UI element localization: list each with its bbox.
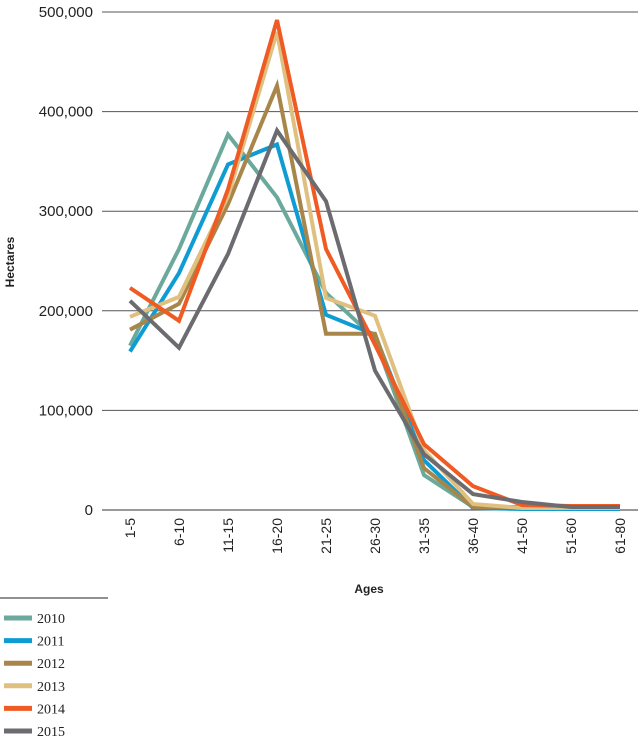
series-lines	[128, 19, 620, 511]
series-line-2010	[128, 130, 620, 511]
y-tick-label: 0	[85, 502, 93, 519]
y-axis-ticks: 0 100,000 200,000 300,000 400,000 500,000	[39, 4, 93, 519]
series-line-2015	[128, 126, 620, 509]
legend-label: 2013	[37, 680, 65, 695]
legend-item: 2014	[4, 702, 65, 717]
x-tick-label: 21-25	[318, 518, 334, 554]
y-tick-label: 200,000	[39, 303, 93, 320]
series-line-2011	[128, 141, 620, 511]
legend-label: 2011	[37, 635, 64, 650]
y-tick-label: 300,000	[39, 203, 93, 220]
x-tick-label: 26-30	[367, 518, 383, 554]
x-tick-label: 16-20	[269, 518, 285, 554]
y-tick-label: 500,000	[39, 4, 93, 21]
legend-item: 2011	[4, 635, 64, 650]
legend: 2010 2011 2012 2013 2014 2015	[4, 612, 65, 740]
x-axis-ticks: 1-5 6-10 11-15 16-20 21-25 26-30 31-35 36-40 41-…	[122, 518, 628, 554]
series-line-2013	[129, 31, 620, 510]
y-tick-label: 400,000	[39, 104, 93, 121]
y-axis-title: Hectares	[3, 236, 17, 287]
x-axis-title: Ages	[354, 582, 384, 596]
series-line-2012	[129, 78, 620, 509]
x-tick-label: 11-15	[220, 518, 236, 553]
legend-label: 2014	[37, 702, 65, 717]
legend-item: 2013	[4, 680, 65, 695]
x-tick-label: 1-5	[122, 518, 138, 538]
legend-label: 2015	[37, 725, 65, 740]
legend-label: 2012	[37, 657, 65, 672]
legend-item: 2012	[4, 657, 65, 672]
x-tick-label: 41-50	[514, 518, 530, 554]
x-tick-label: 36-40	[465, 518, 481, 554]
legend-label: 2010	[37, 612, 65, 627]
x-tick-label: 61-80	[612, 518, 628, 554]
legend-item: 2015	[4, 725, 65, 740]
y-tick-label: 100,000	[39, 402, 93, 419]
x-tick-label: 31-35	[416, 518, 432, 554]
legend-item: 2010	[4, 612, 65, 627]
x-tick-label: 51-60	[563, 518, 579, 554]
series-line-2014	[128, 19, 620, 508]
x-tick-label: 6-10	[171, 518, 187, 546]
